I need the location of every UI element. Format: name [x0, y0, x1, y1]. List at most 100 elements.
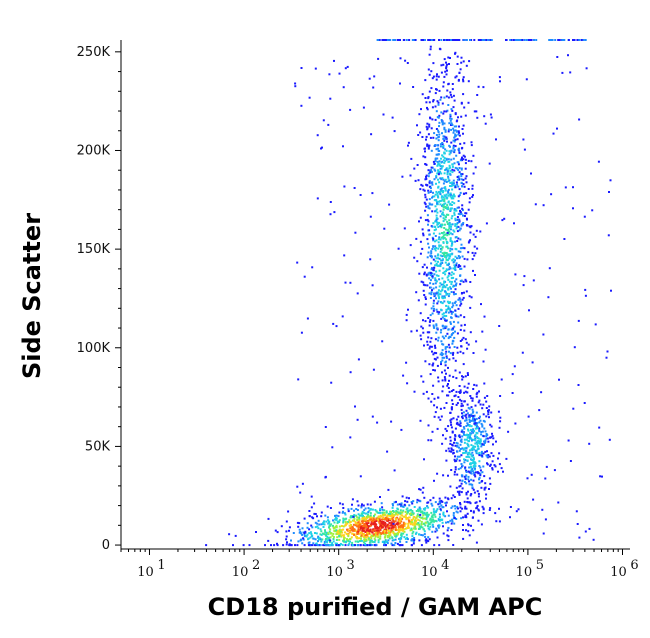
data-point: [439, 244, 442, 247]
data-point: [472, 445, 475, 448]
data-point: [442, 241, 445, 244]
data-point: [305, 535, 308, 537]
data-point: [441, 160, 444, 163]
data-point: [362, 529, 365, 532]
data-point: [463, 215, 466, 217]
data-point: [459, 247, 462, 250]
data-point: [381, 511, 384, 514]
data-point: [461, 479, 464, 482]
data-point: [357, 521, 360, 524]
data-point: [385, 510, 388, 513]
data-point: [354, 405, 356, 408]
data-point: [383, 39, 386, 41]
data-point: [495, 520, 498, 523]
data-point: [343, 185, 346, 188]
data-point: [356, 518, 359, 521]
data-point: [399, 82, 401, 85]
data-point: [434, 411, 437, 414]
data-point: [394, 524, 396, 527]
data-point: [308, 544, 311, 547]
data-point: [458, 434, 461, 437]
data-point: [456, 442, 459, 445]
data-point: [428, 246, 430, 249]
data-point: [395, 500, 397, 503]
data-point: [482, 507, 485, 510]
data-point: [441, 232, 443, 234]
data-point: [434, 159, 437, 162]
data-point: [316, 522, 319, 525]
data-point: [427, 175, 430, 178]
data-point: [456, 183, 459, 186]
data-point: [423, 294, 426, 296]
data-point: [415, 329, 418, 332]
data-point: [435, 134, 438, 136]
data-point: [306, 526, 309, 529]
data-point: [479, 469, 482, 472]
data-point: [432, 369, 435, 371]
data-point: [488, 455, 491, 458]
data-point: [460, 408, 463, 411]
data-point: [473, 414, 476, 417]
data-point: [446, 231, 449, 234]
data-point: [338, 511, 341, 514]
data-point: [432, 245, 435, 248]
data-point: [410, 157, 413, 160]
data-point: [450, 312, 453, 315]
data-point: [439, 263, 442, 266]
data-point: [426, 505, 429, 508]
data-point: [458, 147, 460, 150]
data-point: [488, 162, 491, 165]
data-point: [299, 491, 302, 494]
data-point: [444, 347, 447, 350]
data-point: [431, 523, 434, 526]
data-point: [346, 65, 349, 68]
data-point: [459, 340, 462, 342]
data-point: [430, 190, 432, 193]
data-point: [407, 526, 410, 529]
data-point: [435, 297, 437, 300]
data-point: [462, 78, 464, 81]
data-point: [476, 247, 479, 250]
data-point: [452, 357, 455, 360]
data-point: [363, 523, 366, 525]
data-point: [452, 544, 455, 546]
data-point: [438, 513, 441, 516]
data-point: [355, 508, 358, 510]
data-point: [267, 517, 270, 520]
data-point: [386, 514, 389, 517]
data-point: [434, 157, 437, 160]
data-point: [425, 205, 428, 208]
data-point: [444, 129, 447, 132]
data-point: [317, 536, 320, 539]
data-point: [390, 521, 393, 524]
data-point: [347, 521, 349, 524]
data-point: [344, 518, 347, 521]
data-point: [400, 535, 403, 538]
data-point: [488, 477, 491, 480]
data-point: [423, 271, 426, 274]
data-point: [451, 188, 454, 191]
data-point: [486, 395, 489, 397]
data-point: [467, 453, 470, 456]
data-point: [422, 517, 424, 520]
data-point: [351, 526, 354, 529]
data-point: [437, 289, 440, 292]
data-point: [467, 251, 470, 254]
data-point: [473, 39, 476, 41]
data-point: [438, 181, 441, 184]
data-point: [482, 403, 485, 406]
data-point: [419, 188, 422, 191]
data-point: [460, 302, 463, 305]
data-point: [448, 172, 451, 175]
data-point: [584, 294, 587, 297]
data-point: [469, 463, 472, 465]
population-monocytes: [432, 340, 517, 537]
data-point: [342, 528, 345, 531]
data-point: [373, 533, 375, 536]
data-point: [498, 426, 501, 429]
data-point: [443, 58, 446, 61]
data-point: [314, 513, 317, 515]
data-point: [510, 39, 513, 41]
data-point: [445, 158, 448, 161]
data-point: [466, 455, 469, 458]
